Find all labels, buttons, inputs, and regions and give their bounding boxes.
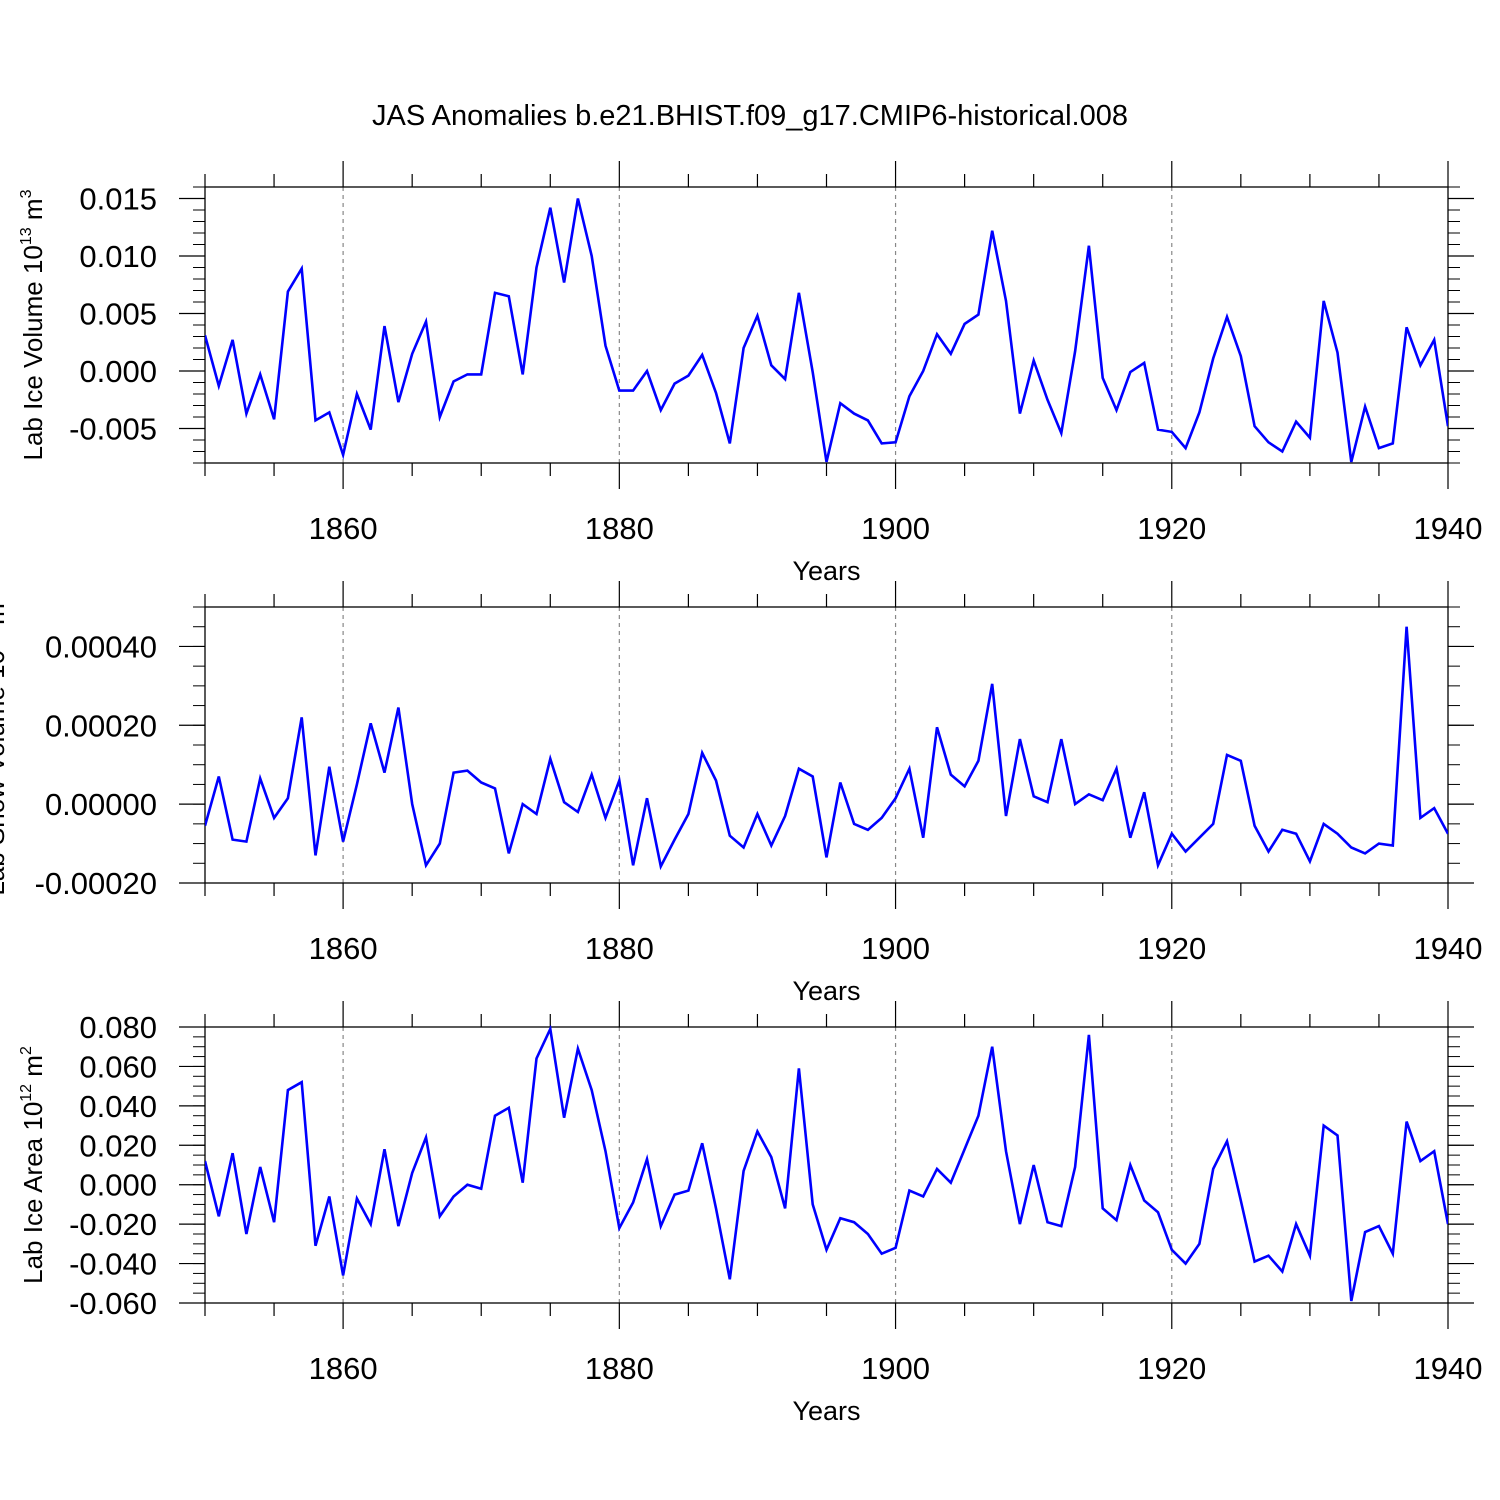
panel-3: -0.060 -0.040 -0.020 0.000 0.020 0.040 0.060 0.… bbox=[18, 1001, 1482, 1426]
y-tick-label: 0.00040 bbox=[45, 629, 157, 664]
data-series-line bbox=[205, 1025, 1448, 1302]
x-tick-label: 1880 bbox=[585, 511, 654, 546]
x-axis-label: Years bbox=[792, 1396, 860, 1426]
data-series-line bbox=[205, 198, 1448, 463]
y-axis-label-unit: m bbox=[18, 198, 48, 227]
panel-1: -0.005 0.000 0.005 0.010 0.015 1860 1880 1900 19… bbox=[18, 161, 1482, 586]
x-tick-label: 1880 bbox=[585, 1351, 654, 1386]
y-tick-label: 0.040 bbox=[79, 1089, 157, 1124]
plot-frame bbox=[204, 186, 1449, 464]
y-tick-label: 0.015 bbox=[79, 182, 157, 217]
y-tick-label: 0.005 bbox=[79, 297, 157, 332]
x-tick-label: 1900 bbox=[861, 511, 930, 546]
y-minor-ticks bbox=[193, 1026, 1460, 1304]
y-axis-label-text: Lab Snow Volume 10 bbox=[0, 650, 10, 896]
y-axis-label-text: Lab Ice Area 10 bbox=[18, 1102, 48, 1284]
x-ticks bbox=[204, 581, 1449, 909]
x-tick-label: 1880 bbox=[585, 931, 654, 966]
x-ticks bbox=[204, 1001, 1449, 1329]
y-tick-label: 0.080 bbox=[79, 1010, 157, 1045]
y-axis-label-unit: m bbox=[18, 1055, 48, 1084]
y-tick-label: -0.020 bbox=[69, 1207, 157, 1242]
x-tick-label: 1940 bbox=[1414, 1351, 1483, 1386]
y-axis-label-unit-exponent: 3 bbox=[18, 189, 35, 198]
y-tick-label: 0.000 bbox=[79, 354, 157, 389]
x-axis-label: Years bbox=[792, 976, 860, 1006]
y-tick-label: 0.010 bbox=[79, 239, 157, 274]
plot-frame bbox=[204, 1026, 1449, 1304]
y-tick-label: 0.000 bbox=[79, 1168, 157, 1203]
y-tick-label: 0.00020 bbox=[45, 708, 157, 743]
y-tick-label: -0.00020 bbox=[35, 866, 157, 901]
y-axis-label-unit: m bbox=[0, 603, 10, 632]
y-axis-label: Lab Ice Area 1012 m2 bbox=[18, 1046, 48, 1284]
y-axis-label: Lab Snow Volume 1013 m3 bbox=[0, 594, 10, 895]
x-ticks bbox=[204, 161, 1449, 489]
y-axis-label-unit-exponent: 2 bbox=[18, 1046, 35, 1055]
y-tick-label: -0.060 bbox=[69, 1286, 157, 1321]
x-tick-label: 1900 bbox=[861, 1351, 930, 1386]
x-tick-label: 1920 bbox=[1137, 931, 1206, 966]
data-series-line bbox=[205, 626, 1448, 871]
y-tick-label: 0.00000 bbox=[45, 787, 157, 822]
x-tick-label: 1860 bbox=[309, 1351, 378, 1386]
y-axis-label: Lab Ice Volume 1013 m3 bbox=[18, 189, 48, 460]
y-tick-label: 0.020 bbox=[79, 1128, 157, 1163]
y-tick-label: -0.040 bbox=[69, 1247, 157, 1282]
y-tick-label: -0.005 bbox=[69, 412, 157, 447]
x-tick-label: 1900 bbox=[861, 931, 930, 966]
y-axis-label-exponent: 12 bbox=[18, 1084, 35, 1102]
x-tick-label: 1940 bbox=[1414, 931, 1483, 966]
x-tick-label: 1920 bbox=[1137, 1351, 1206, 1386]
x-tick-label: 1920 bbox=[1137, 511, 1206, 546]
x-tick-label: 1860 bbox=[309, 511, 378, 546]
y-axis-label-text: Lab Ice Volume 10 bbox=[18, 245, 48, 460]
x-tick-label: 1940 bbox=[1414, 511, 1483, 546]
y-minor-ticks bbox=[193, 606, 1460, 884]
panels: -0.005 0.000 0.005 0.010 0.015 1860 1880 1900 19… bbox=[0, 161, 1482, 1426]
y-axis-label-exponent: 13 bbox=[18, 227, 35, 245]
y-tick-label: 0.060 bbox=[79, 1049, 157, 1084]
figure-title: JAS Anomalies b.e21.BHIST.f09_g17.CMIP6-… bbox=[372, 100, 1128, 132]
x-tick-label: 1860 bbox=[309, 931, 378, 966]
y-minor-ticks bbox=[193, 186, 1460, 464]
panel-2: -0.00020 0.00000 0.00020 0.00040 1860 1880 190… bbox=[0, 581, 1482, 1006]
x-axis-label: Years bbox=[792, 556, 860, 586]
